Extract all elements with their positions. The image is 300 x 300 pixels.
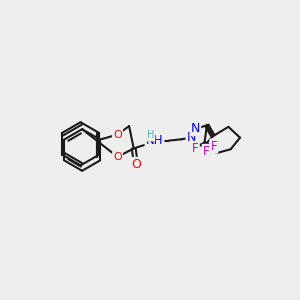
Text: O: O <box>113 152 122 162</box>
Text: O: O <box>131 158 141 171</box>
Text: NH: NH <box>146 134 163 147</box>
Text: F: F <box>203 145 209 158</box>
Text: N: N <box>190 122 200 135</box>
Text: F: F <box>192 142 199 155</box>
Text: F: F <box>211 140 217 153</box>
Text: N: N <box>187 131 196 144</box>
Text: H: H <box>147 130 154 140</box>
Text: O: O <box>113 130 122 140</box>
